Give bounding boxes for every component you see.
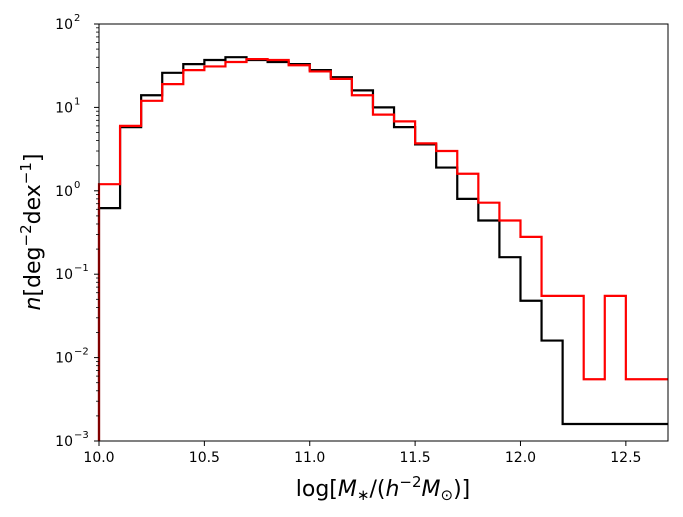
x-tick-label: 10.5 [189, 450, 220, 466]
plot-frame [98, 23, 669, 442]
y-tick-label: 10 [55, 434, 73, 450]
x-tick-label: 11.5 [400, 450, 431, 466]
plot-area [99, 24, 668, 441]
y-tick-label: 10 [55, 351, 73, 367]
y-tick-label: 10 [55, 17, 73, 33]
y-tick-exponent: 0 [74, 180, 80, 191]
x-tick-label: 12.0 [505, 450, 536, 466]
ticks-layer: 10.0 10.5 11.0 11.5 12.0 12.510−310−210−110 01… [55, 13, 641, 466]
y-tick-label: 10 [55, 184, 73, 200]
y-tick-exponent: 2 [74, 13, 80, 24]
series-2-step-line [97, 57, 668, 441]
x-tick-label: 12.5 [610, 450, 641, 466]
y-tick-label: 10 [55, 100, 73, 116]
y-tick-exponent: −1 [74, 263, 89, 274]
y-axis-label: n[deg−2dex−1] [17, 154, 46, 311]
y-tick-exponent: −3 [74, 430, 89, 441]
y-tick-exponent: 1 [74, 96, 80, 107]
y-tick-label: 10 [55, 267, 73, 283]
series-layer [97, 56, 668, 441]
y-tick-exponent: −2 [74, 347, 89, 358]
x-axis-label: log[M∗/(h−2M⊙)] [296, 473, 471, 504]
x-tick-label: 10.0 [83, 450, 114, 466]
x-tick-label: 11.0 [294, 450, 325, 466]
